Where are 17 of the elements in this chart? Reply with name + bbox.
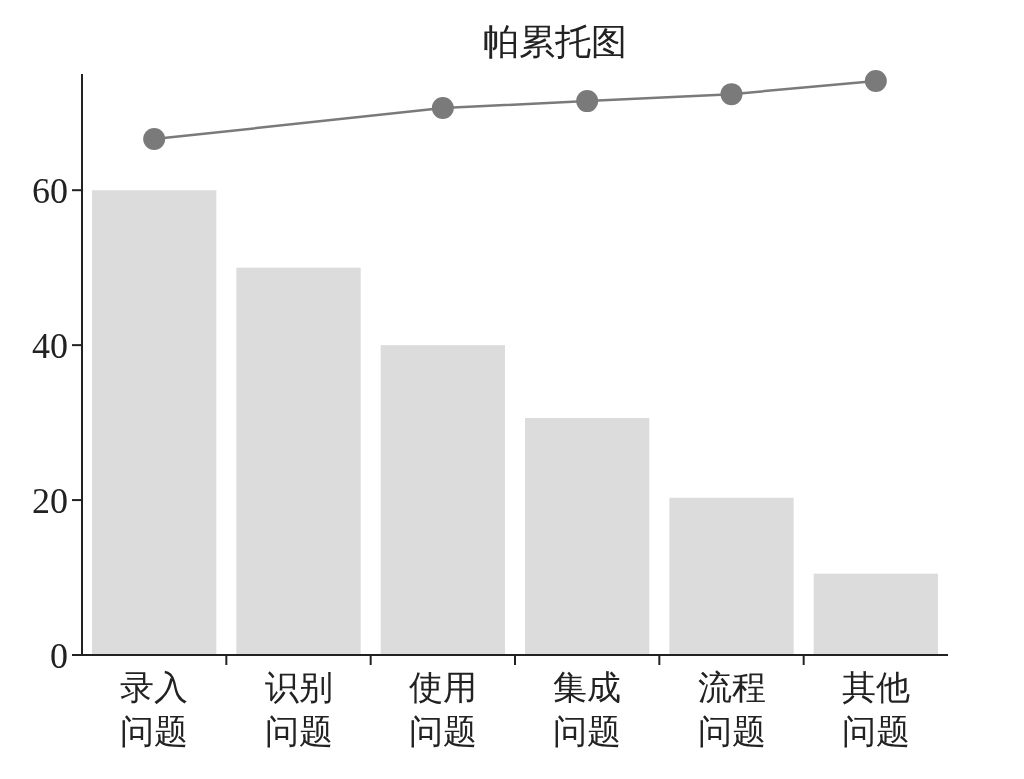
y-tick-label: 40 [32,325,68,366]
bar [236,267,361,655]
x-tick-label: 使用问题 [408,667,477,751]
y-tick-label: 0 [50,635,68,676]
x-tick-label: 其他问题 [841,667,910,751]
bar [525,417,650,655]
y-tick-label: 60 [32,170,68,211]
x-tick-label: 流程问题 [697,667,766,751]
chart-title: 帕累托图 [483,21,627,62]
x-tick-label: 集成问题 [553,667,622,751]
x-tick-label: 识别问题 [264,667,333,751]
bar [669,497,794,655]
x-tick-label: 录入问题 [120,667,189,751]
bar [380,345,505,655]
bar [813,573,938,655]
y-tick-label: 20 [32,480,68,521]
bar [92,190,217,655]
